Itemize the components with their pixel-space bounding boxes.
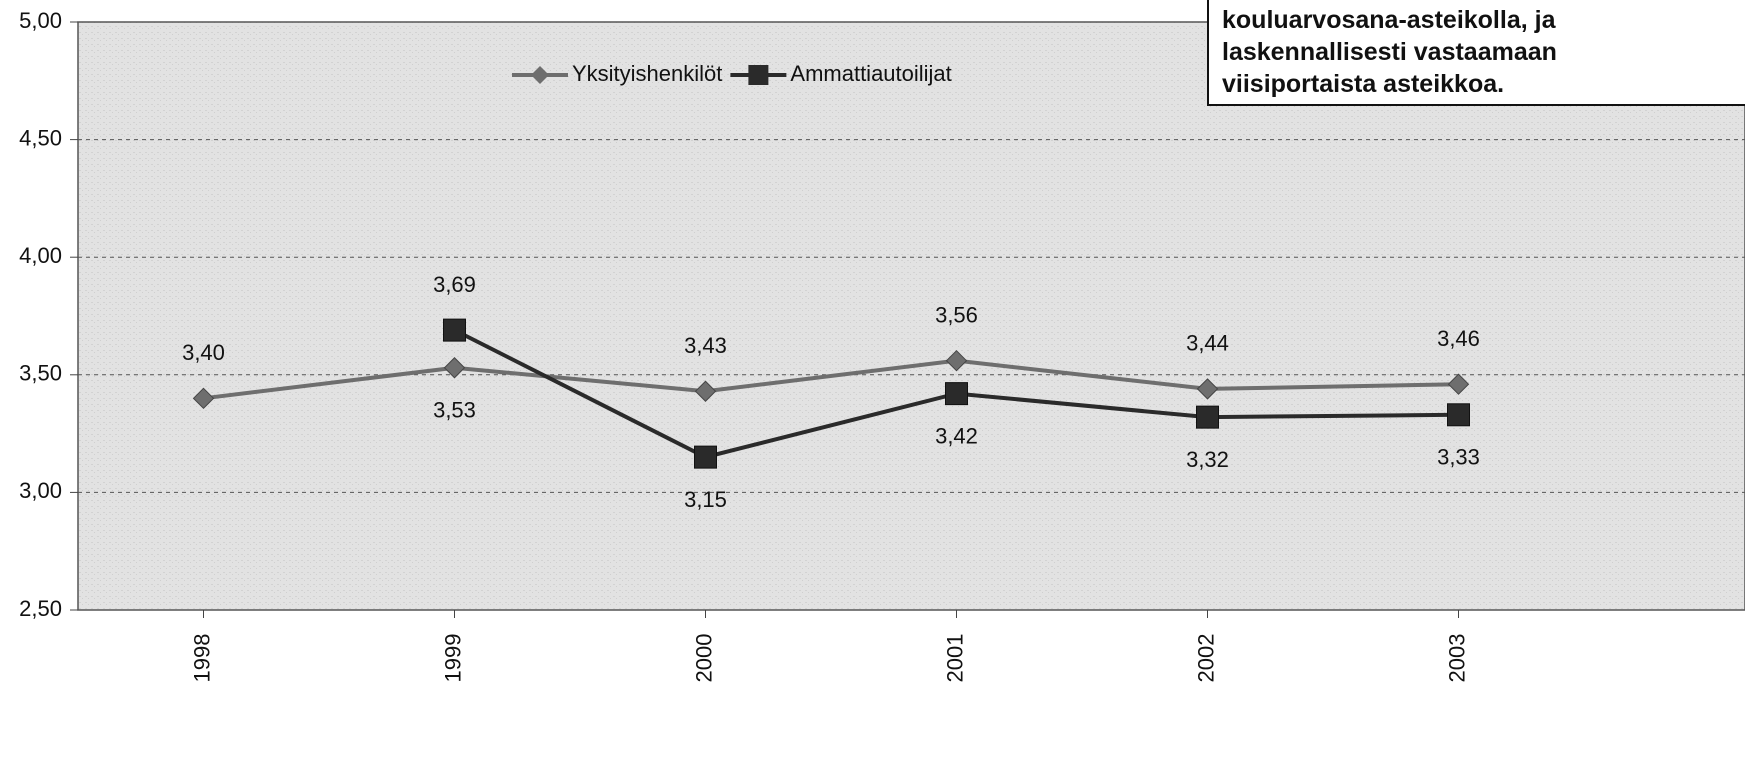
marker <box>1447 373 1470 395</box>
y-tick-label: 3,50 <box>19 361 62 386</box>
data-label: 3,56 <box>935 303 978 328</box>
annotation-text: viisiportaista asteikkoa. <box>1222 70 1504 98</box>
x-tick-label: 2003 <box>1444 634 1469 683</box>
x-tick-label: 1999 <box>440 634 465 683</box>
data-label: 3,43 <box>684 333 727 358</box>
y-tick-label: 5,00 <box>19 8 62 33</box>
legend-marker <box>748 65 769 85</box>
x-tick-label: 2002 <box>1193 634 1218 683</box>
data-label: 3,33 <box>1437 445 1480 470</box>
legend-label: Yksityishenkilöt <box>572 61 722 86</box>
data-label: 3,42 <box>935 423 978 448</box>
marker <box>443 357 466 379</box>
data-label: 3,53 <box>433 398 476 423</box>
data-label: 3,40 <box>182 340 225 365</box>
y-tick-label: 3,00 <box>19 478 62 503</box>
line <box>203 358 1459 401</box>
legend-marker <box>531 66 549 84</box>
marker <box>1447 403 1470 427</box>
annotation-text: kouluarvosana-asteikolla, ja <box>1222 6 1557 34</box>
legend: Yksityishenkilöt Ammattiautoilijat <box>512 61 952 86</box>
marker <box>945 382 968 406</box>
data-label: 3,15 <box>684 487 727 512</box>
x-tick-label: 2000 <box>691 634 716 683</box>
y-tick-label: 2,50 <box>19 596 62 621</box>
marker <box>694 445 717 469</box>
x-tick-label: 2001 <box>942 634 967 683</box>
annotation-text: laskennallisesti vastaamaan <box>1222 38 1557 66</box>
marker <box>1196 378 1219 400</box>
y-tick-label: 4,00 <box>19 243 62 268</box>
legend-label: Ammattiautoilijat <box>790 61 951 86</box>
x-tick-label: 1998 <box>189 634 214 683</box>
plot-area <box>77 21 1745 611</box>
marker <box>694 380 717 402</box>
marker <box>443 318 466 342</box>
data-label: 3,69 <box>433 272 476 297</box>
marker <box>192 387 215 410</box>
data-label: 3,46 <box>1437 326 1480 351</box>
data-label: 3,32 <box>1186 447 1229 472</box>
y-tick-label: 4,50 <box>19 125 62 150</box>
marker <box>945 349 968 372</box>
marker <box>1196 405 1219 429</box>
annotation-box <box>1207 0 1745 106</box>
data-label: 3,44 <box>1186 331 1229 356</box>
